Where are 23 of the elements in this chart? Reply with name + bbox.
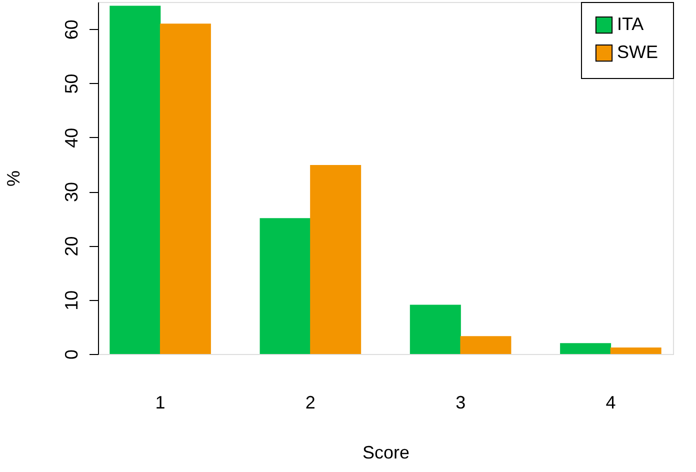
bar — [560, 343, 612, 354]
y-tick-label: 20 — [62, 236, 82, 256]
y-tick-label: 10 — [62, 290, 82, 310]
bar — [260, 218, 311, 354]
y-tick-label: 50 — [62, 74, 82, 94]
bar — [310, 165, 362, 354]
x-axis-title: Score — [362, 442, 410, 462]
bar — [460, 336, 512, 354]
bar — [160, 24, 211, 354]
x-tick-label: 3 — [456, 392, 466, 412]
bar — [610, 348, 662, 354]
bar — [410, 304, 461, 354]
x-tick-label: 2 — [305, 392, 316, 412]
y-tick-label: 30 — [62, 182, 82, 202]
x-tick-label: 4 — [606, 392, 616, 412]
bar — [110, 6, 161, 354]
y-tick-label: 40 — [62, 128, 82, 148]
y-tick-label: 0 — [62, 349, 82, 360]
y-tick-label: 60 — [62, 20, 82, 40]
legend-label: SWE — [617, 42, 658, 62]
x-tick-label: 1 — [155, 392, 166, 412]
y-axis-title: % — [4, 170, 24, 187]
legend-label: ITA — [617, 14, 644, 34]
